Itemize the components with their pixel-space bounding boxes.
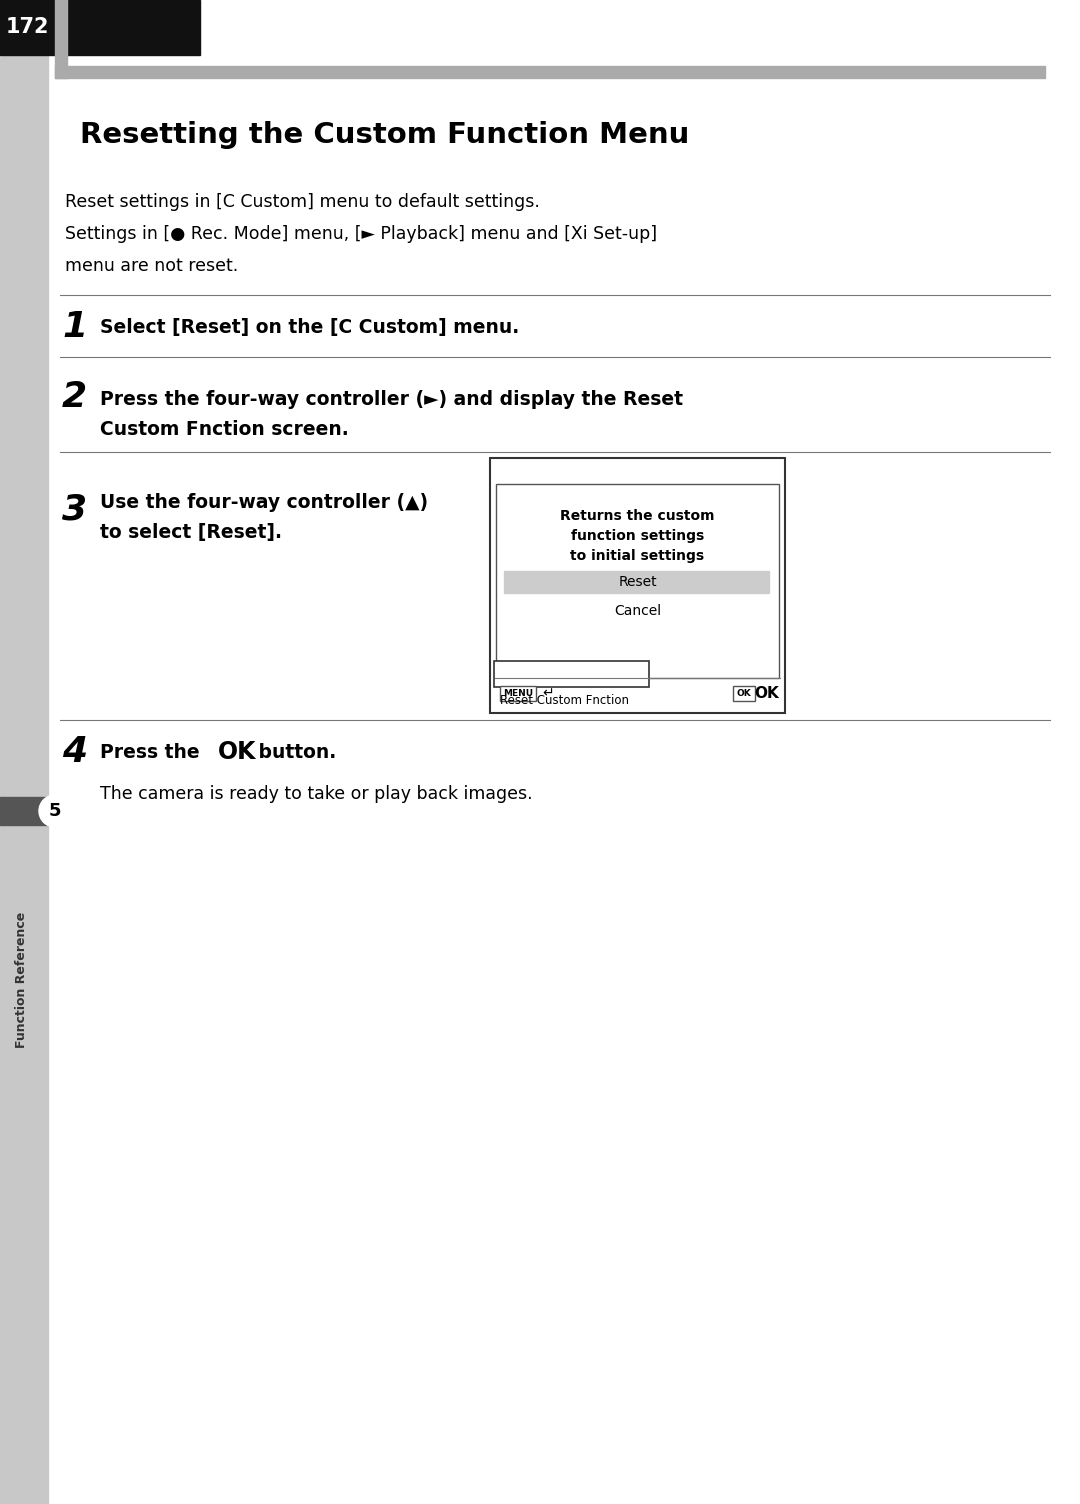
- Text: Reset settings in [C Custom] menu to default settings.: Reset settings in [C Custom] menu to def…: [65, 193, 540, 211]
- Bar: [733, 686, 755, 701]
- Text: menu are not reset.: menu are not reset.: [65, 257, 239, 275]
- Bar: [500, 686, 536, 701]
- Text: Press the four-way controller (►) and display the Reset: Press the four-way controller (►) and di…: [100, 390, 683, 409]
- Text: Resetting the Custom Function Menu: Resetting the Custom Function Menu: [80, 120, 689, 149]
- Bar: [0, 797, 55, 826]
- Text: 3: 3: [62, 493, 87, 526]
- Text: ↵: ↵: [542, 686, 554, 701]
- Text: function settings: function settings: [571, 529, 704, 543]
- Bar: [0, 0, 48, 1504]
- Text: MENU: MENU: [503, 689, 534, 698]
- Text: to initial settings: to initial settings: [570, 549, 704, 562]
- Text: 4: 4: [62, 735, 87, 769]
- Text: OK: OK: [755, 686, 780, 701]
- Text: Custom Fnction screen.: Custom Fnction screen.: [100, 420, 349, 439]
- Text: OK: OK: [218, 740, 257, 764]
- Text: Returns the custom: Returns the custom: [561, 508, 715, 523]
- Text: OK: OK: [737, 689, 752, 698]
- Text: to select [Reset].: to select [Reset].: [100, 523, 282, 541]
- Text: Reset: Reset: [618, 575, 657, 590]
- Text: 172: 172: [5, 17, 49, 38]
- Text: Reset Custom Fnction: Reset Custom Fnction: [500, 693, 629, 707]
- Text: 2: 2: [62, 381, 87, 414]
- Text: Press the: Press the: [100, 743, 206, 761]
- Bar: [494, 660, 649, 687]
- Text: Settings in [● Rec. Mode] menu, [► Playback] menu and [Xi Set-up]: Settings in [● Rec. Mode] menu, [► Playb…: [65, 226, 657, 244]
- Text: The camera is ready to take or play back images.: The camera is ready to take or play back…: [100, 785, 532, 803]
- Text: Use the four-way controller (▲): Use the four-way controller (▲): [100, 493, 428, 511]
- Text: button.: button.: [252, 743, 336, 761]
- Bar: [0, 0, 200, 56]
- Text: Select [Reset] on the [C Custom] menu.: Select [Reset] on the [C Custom] menu.: [100, 319, 519, 337]
- Bar: [504, 572, 769, 593]
- Bar: [490, 459, 785, 713]
- Text: Function Reference: Function Reference: [15, 911, 28, 1048]
- Bar: [55, 0, 67, 78]
- Text: Cancel: Cancel: [613, 605, 661, 618]
- Bar: [496, 484, 779, 678]
- Text: 1: 1: [62, 310, 87, 344]
- Bar: [55, 66, 1045, 78]
- Ellipse shape: [39, 796, 71, 827]
- Text: 5: 5: [49, 802, 62, 820]
